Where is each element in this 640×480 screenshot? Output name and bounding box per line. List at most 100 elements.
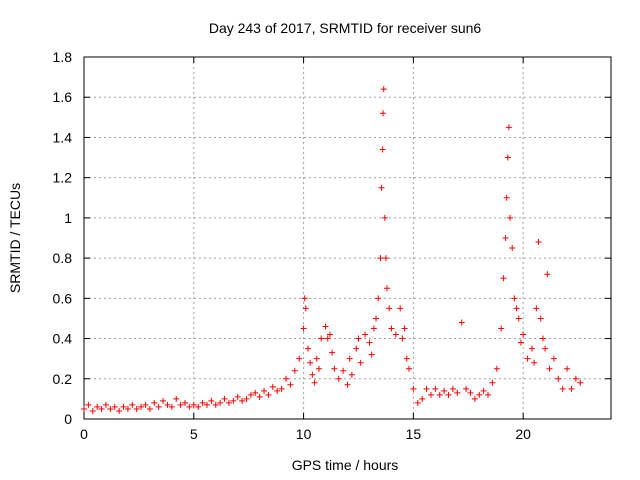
axis-ticks: 0 5 10 15 20 0 0.2 0.4 0.6 0.8 1 1.2 1.4 1.6 1.8 bbox=[53, 49, 611, 442]
data-point bbox=[313, 355, 320, 362]
data-point bbox=[454, 389, 461, 396]
data-point bbox=[504, 154, 511, 161]
y-tick-label: 0 bbox=[64, 411, 72, 427]
data-point bbox=[315, 365, 322, 372]
data-point bbox=[151, 399, 158, 406]
data-point bbox=[368, 351, 375, 358]
data-point bbox=[370, 325, 377, 332]
data-point bbox=[449, 385, 456, 392]
data-point bbox=[335, 375, 342, 382]
data-point bbox=[423, 385, 430, 392]
data-point bbox=[208, 397, 215, 404]
data-point bbox=[436, 391, 443, 398]
data-point bbox=[467, 389, 474, 396]
y-tick-label: 1.8 bbox=[53, 49, 73, 65]
data-point bbox=[419, 395, 426, 402]
y-tick-label: 0.8 bbox=[53, 250, 73, 266]
data-point bbox=[539, 335, 546, 342]
data-point bbox=[515, 315, 522, 322]
data-point bbox=[399, 335, 406, 342]
plot-frame bbox=[83, 56, 612, 420]
data-point bbox=[362, 331, 369, 338]
data-point bbox=[348, 371, 355, 378]
data-point bbox=[199, 399, 206, 406]
data-point bbox=[116, 407, 123, 414]
data-point bbox=[326, 331, 333, 338]
data-point bbox=[160, 397, 167, 404]
data-point bbox=[377, 255, 384, 262]
y-tick-label: 1 bbox=[64, 210, 72, 226]
data-point bbox=[410, 385, 417, 392]
data-point bbox=[546, 365, 553, 372]
data-point bbox=[221, 395, 228, 402]
data-point bbox=[300, 325, 307, 332]
data-point bbox=[445, 391, 452, 398]
data-point bbox=[373, 315, 380, 322]
data-point bbox=[511, 295, 518, 302]
data-point bbox=[564, 365, 571, 372]
data-point bbox=[85, 401, 92, 408]
data-point bbox=[353, 345, 360, 352]
data-point bbox=[142, 401, 149, 408]
data-point bbox=[382, 255, 389, 262]
data-point bbox=[291, 367, 298, 374]
data-point bbox=[138, 403, 145, 410]
data-point bbox=[577, 379, 584, 386]
data-point bbox=[476, 391, 483, 398]
data-point bbox=[304, 345, 311, 352]
data-point bbox=[403, 355, 410, 362]
data-point bbox=[533, 305, 540, 312]
data-point bbox=[182, 399, 189, 406]
data-point bbox=[555, 375, 562, 382]
data-point bbox=[252, 389, 259, 396]
data-point bbox=[493, 365, 500, 372]
data-point bbox=[243, 395, 250, 402]
data-point bbox=[274, 387, 281, 394]
data-point bbox=[133, 405, 140, 412]
data-point bbox=[98, 405, 105, 412]
data-point bbox=[102, 401, 109, 408]
data-point bbox=[405, 365, 412, 372]
data-point bbox=[324, 335, 331, 342]
data-point bbox=[384, 285, 391, 292]
data-point bbox=[186, 403, 193, 410]
data-point bbox=[524, 355, 531, 362]
data-point bbox=[81, 405, 87, 412]
data-point bbox=[506, 214, 513, 221]
data-point bbox=[471, 395, 478, 402]
data-point bbox=[265, 391, 272, 398]
data-point bbox=[307, 359, 314, 366]
data-point bbox=[505, 124, 512, 131]
data-point bbox=[502, 235, 509, 241]
data-point bbox=[164, 401, 171, 408]
data-point bbox=[386, 305, 393, 312]
y-tick-label: 0.4 bbox=[53, 331, 73, 347]
data-point bbox=[520, 331, 527, 338]
data-point bbox=[146, 405, 153, 412]
data-point bbox=[247, 391, 254, 398]
data-point bbox=[559, 385, 566, 392]
data-point bbox=[517, 339, 524, 346]
data-point bbox=[528, 345, 535, 352]
data-point bbox=[177, 401, 184, 408]
data-point bbox=[380, 86, 387, 93]
y-tick-label: 1.6 bbox=[53, 89, 73, 105]
data-point bbox=[427, 391, 434, 398]
data-point bbox=[485, 391, 492, 398]
data-point bbox=[531, 359, 538, 366]
data-point bbox=[94, 403, 101, 410]
data-point bbox=[239, 397, 246, 404]
chart-title: Day 243 of 2017, SRMTID for receiver sun… bbox=[209, 20, 482, 36]
data-point bbox=[458, 319, 465, 326]
data-point bbox=[388, 325, 395, 332]
data-point bbox=[544, 271, 551, 278]
data-point bbox=[296, 355, 303, 362]
data-point bbox=[340, 367, 347, 374]
data-point bbox=[509, 245, 516, 252]
data-point bbox=[357, 359, 364, 366]
y-tick-label: 1.4 bbox=[53, 129, 73, 145]
data-point bbox=[463, 385, 470, 392]
data-point bbox=[513, 305, 520, 312]
data-point bbox=[375, 295, 382, 302]
